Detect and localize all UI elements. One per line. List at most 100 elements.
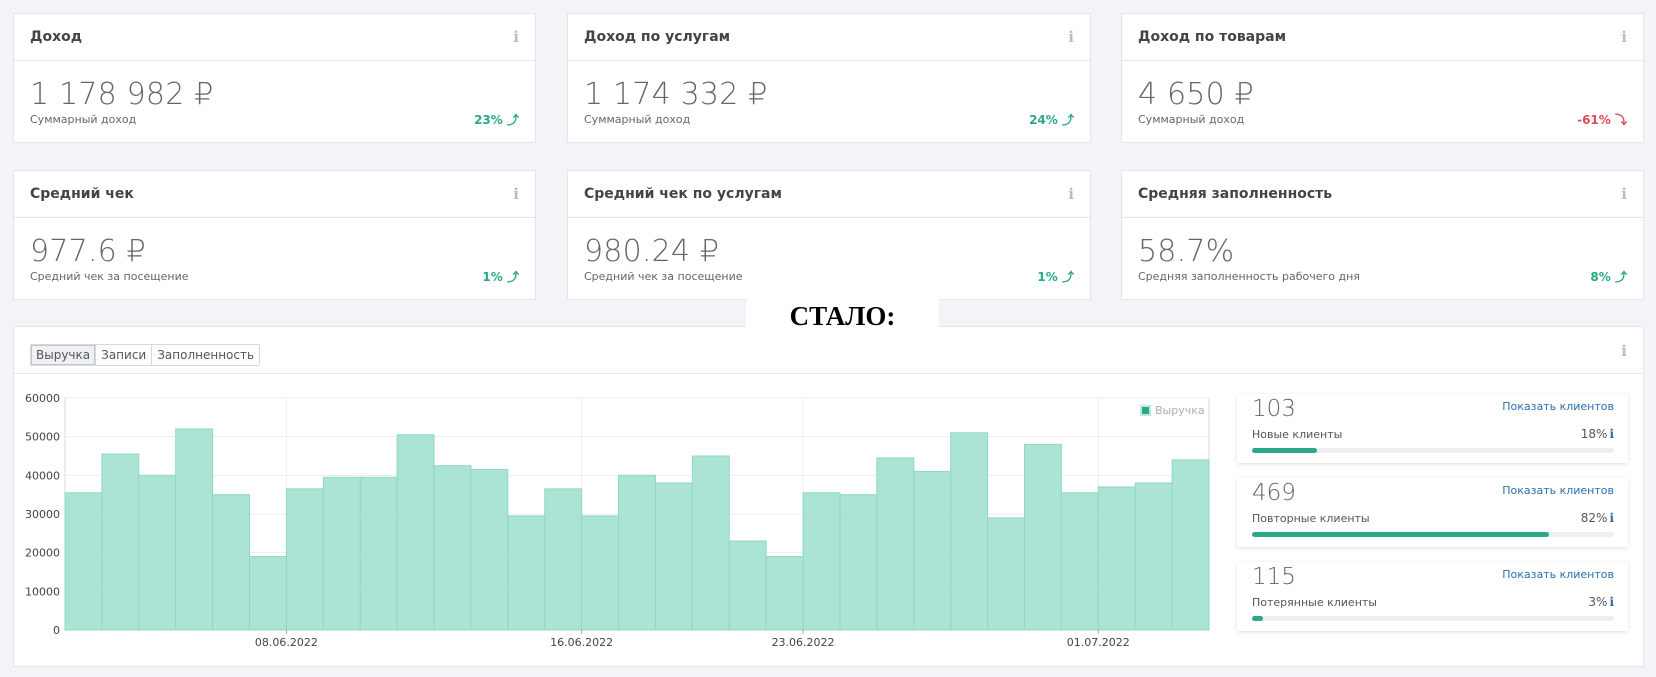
bar — [581, 515, 620, 631]
bar — [470, 469, 509, 631]
tab-records[interactable]: Записи — [95, 345, 152, 365]
card-title: Средний чек по услугам — [584, 186, 782, 202]
client-label: Новые клиенты — [1252, 428, 1343, 441]
bar — [544, 488, 583, 631]
info-icon[interactable]: i — [1609, 427, 1614, 441]
bar — [839, 494, 878, 631]
card-subtitle: Средний чек за посещение — [584, 270, 743, 283]
bar — [285, 488, 324, 631]
arrow-up-icon: ⤴ — [1061, 113, 1074, 127]
card-change: 1% ⤴ — [1037, 270, 1074, 284]
overlay-caption: СТАЛО: — [746, 296, 939, 332]
arrow-up-icon: ⤴ — [506, 270, 519, 284]
arrow-down-icon: ⤵ — [1614, 113, 1627, 127]
y-tick-label: 40000 — [25, 469, 60, 482]
progress-fill — [1252, 448, 1318, 453]
bar — [1060, 492, 1099, 631]
kpi-card-income: Доход i 1 178 982 ₽ Суммарный доход 23% … — [13, 13, 536, 143]
progress-fill — [1252, 532, 1549, 537]
card-subtitle: Средняя заполненность рабочего дня — [1138, 270, 1360, 283]
kpi-card-product-income: Доход по товарам i 4 650 ₽ Суммарный дох… — [1121, 13, 1644, 143]
bar — [138, 474, 177, 631]
chart-tabs: Выручка Записи Заполненность — [30, 344, 261, 366]
bar — [618, 474, 656, 631]
bar — [765, 556, 804, 631]
x-tick-label: 16.06.2022 — [550, 636, 613, 649]
bar — [654, 482, 693, 631]
card-change: 1% ⤴ — [482, 270, 519, 284]
client-percent: 82% i — [1580, 511, 1614, 525]
info-icon[interactable]: i — [1621, 28, 1627, 46]
client-count: 469 — [1252, 480, 1296, 506]
client-count: 115 — [1252, 564, 1296, 590]
bar — [1023, 443, 1062, 631]
card-subtitle: Суммарный доход — [30, 113, 137, 126]
info-icon[interactable]: i — [1609, 595, 1614, 609]
tab-occupancy[interactable]: Заполненность — [151, 345, 260, 365]
card-change: -61% ⤵ — [1577, 113, 1627, 127]
y-tick-label: 30000 — [25, 508, 60, 521]
bar — [691, 455, 730, 631]
card-title: Доход по товарам — [1138, 29, 1287, 45]
bar — [987, 517, 1025, 631]
show-clients-link[interactable]: Показать клиентов — [1502, 400, 1614, 413]
bar — [913, 470, 952, 631]
bar — [64, 492, 103, 631]
card-value: 977.6 ₽ — [30, 234, 146, 269]
y-tick-label: 50000 — [25, 431, 60, 444]
card-header: Доход по услугам i — [568, 14, 1090, 61]
client-percent: 18% i — [1580, 427, 1614, 441]
bar — [249, 556, 287, 631]
bar — [433, 465, 472, 631]
info-icon[interactable]: i — [1621, 342, 1627, 360]
card-header: Средний чек по услугам i — [568, 171, 1090, 218]
bar — [507, 515, 546, 631]
arrow-up-icon: ⤴ — [1061, 270, 1074, 284]
progress-track — [1252, 532, 1614, 537]
show-clients-link[interactable]: Показать клиентов — [1502, 568, 1614, 581]
card-subtitle: Суммарный доход — [584, 113, 691, 126]
y-tick-label: 60000 — [25, 392, 60, 405]
info-icon[interactable]: i — [513, 185, 519, 203]
info-icon[interactable]: i — [1068, 28, 1074, 46]
client-count: 103 — [1252, 396, 1296, 422]
y-tick-label: 10000 — [25, 585, 60, 598]
bar — [359, 476, 398, 631]
card-title: Доход по услугам — [584, 29, 731, 45]
info-icon[interactable]: i — [513, 28, 519, 46]
show-clients-link[interactable]: Показать клиентов — [1502, 484, 1614, 497]
card-header: Доход i — [14, 14, 535, 61]
card-subtitle: Суммарный доход — [1138, 113, 1245, 126]
client-label: Повторные клиенты — [1252, 512, 1370, 525]
y-tick-label: 0 — [53, 624, 60, 637]
bar — [1134, 482, 1173, 631]
card-change: 24% ⤴ — [1029, 113, 1074, 127]
x-tick-label: 23.06.2022 — [772, 636, 835, 649]
info-icon[interactable]: i — [1068, 185, 1074, 203]
kpi-card-occupancy: Средняя заполненность i 58.7% Средняя за… — [1121, 170, 1644, 300]
bar — [322, 476, 361, 631]
x-tick-label: 08.06.2022 — [255, 636, 318, 649]
client-percent: 3% i — [1588, 595, 1614, 609]
bar — [950, 432, 989, 631]
bar — [802, 492, 841, 631]
info-icon[interactable]: i — [1621, 185, 1627, 203]
progress-fill — [1252, 616, 1263, 621]
card-value: 980.24 ₽ — [584, 234, 720, 269]
bar — [1097, 486, 1136, 631]
arrow-up-icon: ⤴ — [1614, 270, 1627, 284]
card-value: 1 178 982 ₽ — [30, 77, 214, 112]
card-change: 23% ⤴ — [474, 113, 519, 127]
info-icon[interactable]: i — [1609, 511, 1614, 525]
card-title: Средняя заполненность — [1138, 186, 1333, 202]
card-change: 8% ⤴ — [1590, 270, 1627, 284]
card-title: Доход — [30, 29, 83, 45]
bar — [1171, 459, 1210, 631]
card-header: Доход по товарам i — [1122, 14, 1643, 61]
lost-clients-box: 115 Показать клиентов Потерянные клиенты… — [1237, 562, 1628, 631]
tab-revenue[interactable]: Выручка — [31, 345, 96, 365]
progress-track — [1252, 616, 1614, 621]
progress-track — [1252, 448, 1614, 453]
arrow-up-icon: ⤴ — [506, 113, 519, 127]
chart-legend[interactable]: Выручка — [1140, 404, 1205, 417]
